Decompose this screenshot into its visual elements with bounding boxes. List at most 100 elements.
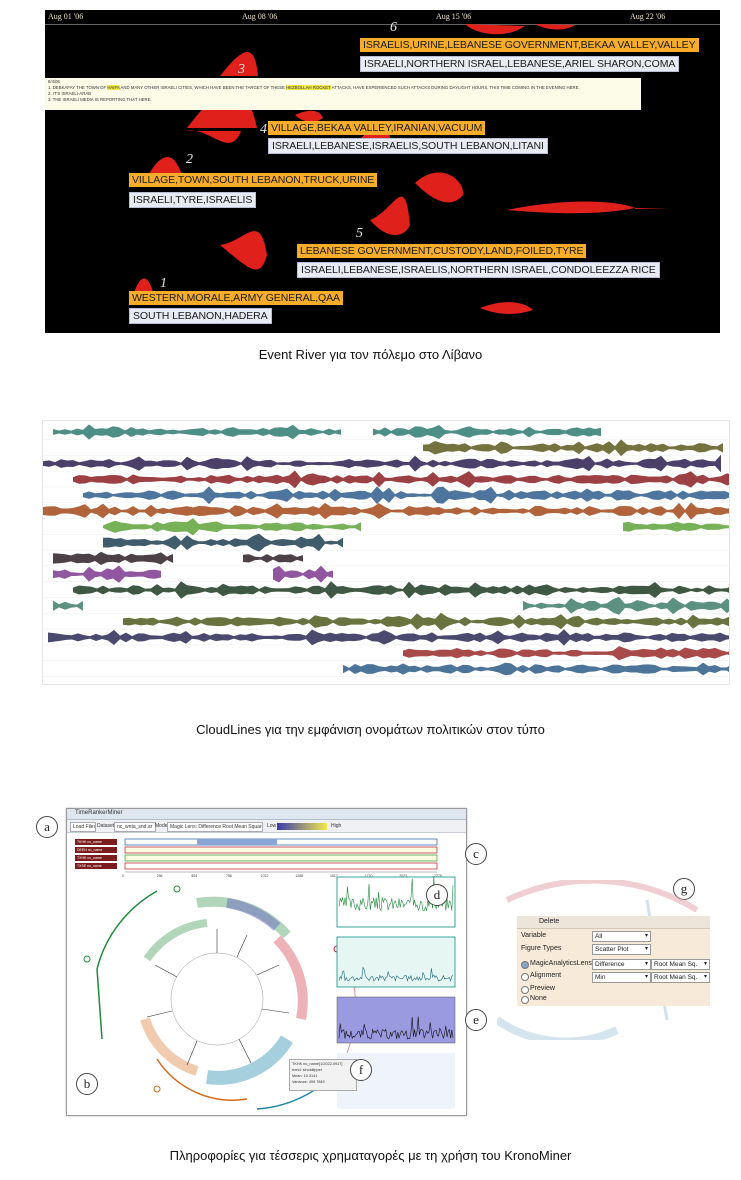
low-label: Low [267, 823, 277, 829]
event-blob [370, 196, 410, 236]
event-number: 1 [160, 276, 167, 291]
mode-label: Mode [155, 823, 168, 829]
name-stream [523, 596, 729, 615]
popup-line-2: 2. IT'S ISRAELI-ARAB [48, 91, 92, 96]
cloudlines-plot [43, 424, 729, 677]
series-label: TXHK no_name [75, 855, 117, 861]
name-stream [43, 454, 721, 473]
name-stream [73, 581, 729, 599]
axis-tick-label: 1770 [365, 874, 373, 878]
axis-tick-label: 1012 [261, 874, 269, 878]
event-blob [507, 201, 635, 214]
callout-f: f [350, 1059, 372, 1081]
popup-line-3: 3. THE ISRAELI MEDIA IS REPORTING THAT H… [48, 97, 152, 102]
color-scale [277, 823, 327, 830]
magic-lens-label: MagicAnalyticsLens [530, 960, 592, 967]
magic-lens-radio[interactable] [521, 961, 529, 969]
none-radio[interactable] [521, 996, 529, 1004]
event-label-top: ISRAELIS,URINE,LEBANESE GOVERNMENT,BEKAA… [360, 38, 699, 52]
callout-c: c [465, 843, 487, 865]
axis-tick-label: 1517 [330, 874, 338, 878]
series-label: DEEN no_name [75, 847, 117, 853]
name-stream [373, 425, 601, 439]
none-label: None [530, 995, 547, 1002]
tooltip: TKHK no_name[1/2022-0917] trend: sinoidl… [289, 1059, 357, 1091]
lens-type-dropdown[interactable]: Difference [592, 959, 651, 970]
axis-tick-label: 0 [122, 874, 124, 878]
event-blob [635, 208, 670, 209]
name-stream [53, 424, 341, 440]
caption-event-river: Event River για τον πόλεμο στο Λίβανο [258, 347, 483, 362]
event-blob [133, 278, 153, 295]
kronominer-canvas: 0 256 504 756 1012 1268 1517 1770 2023 2276 [83, 838, 456, 1110]
name-stream [53, 565, 161, 583]
overview-bars [124, 838, 438, 873]
dataset-label: Dataset [97, 823, 115, 829]
callout-a: a [36, 816, 58, 838]
event-label-top: WESTERN,MORALE,ARMY GENERAL,QAA [129, 291, 343, 305]
name-stream [623, 521, 729, 532]
popup-date: 8/4/06 [48, 79, 60, 84]
preview-radio[interactable] [521, 986, 529, 994]
event-number: 4 [260, 122, 267, 137]
event-number: 6 [390, 20, 397, 35]
tick-label: Aug 01 '06 [48, 12, 84, 21]
callout-e: e [465, 1009, 487, 1031]
alignment-type-dropdown[interactable]: Min [592, 972, 651, 983]
event-blob [480, 302, 533, 314]
name-stream [103, 533, 343, 552]
event-blob [465, 24, 525, 35]
name-stream [343, 662, 729, 676]
kronominer-window: TimeRankerMiner Load Files Dataset nc_wn… [66, 808, 467, 1116]
name-stream [48, 629, 729, 646]
alignment-metric-dropdown[interactable]: Root Mean Sq. [651, 972, 710, 983]
event-blob [295, 110, 323, 122]
preview-label: Preview [530, 985, 555, 992]
name-stream [243, 554, 303, 563]
event-river-figure: Aug 01 '06 Aug 08 '06 Aug 15 '06 Aug 22 … [45, 10, 720, 333]
context-menu: Delete Variable All Figure Types Scatter… [517, 916, 710, 1006]
event-blob [185, 130, 241, 143]
callout-g: g [673, 878, 695, 900]
tooltip-line: Mean: 10.3141 [292, 1074, 318, 1078]
name-stream [423, 439, 723, 457]
mode-select[interactable]: Magic Lens: Difference Root Mean Square [167, 822, 263, 832]
tick-label: Aug 15 '06 [436, 12, 472, 21]
name-stream [123, 612, 729, 631]
name-stream [403, 646, 729, 661]
name-stream [273, 565, 333, 583]
window-title: TimeRankerMiner [75, 810, 123, 816]
caption-kronominer: Πληροφορίες για τέσσερις χρηματαγορές με… [169, 1148, 572, 1163]
figure-types-dropdown[interactable]: Scatter Plot [592, 944, 651, 955]
name-stream [73, 470, 729, 489]
variable-dropdown[interactable]: All [592, 931, 651, 942]
lens-metric-dropdown[interactable]: Root Mean Sq. [651, 959, 710, 970]
event-label-bottom: ISRAELI,NORTHERN ISRAEL,LEBANESE,ARIEL S… [360, 56, 680, 72]
series-label: TKHK no_name [75, 839, 117, 845]
event-label-bottom: ISRAELI,TYRE,ISRAELIS [129, 192, 257, 208]
tooltip-line: trend: sinoidlipper [292, 1068, 322, 1072]
tick-label: Aug 08 '06 [242, 12, 278, 21]
tooltip-line: Variance: 499.7849 [292, 1080, 325, 1084]
load-files-button[interactable]: Load Files [70, 822, 96, 832]
radial-view [83, 885, 356, 1110]
caption-cloudlines: CloudLines για την εμφάνιση ονομάτων πολ… [196, 722, 545, 737]
alignment-radio[interactable] [521, 973, 529, 981]
event-blob [535, 24, 575, 30]
event-blob [220, 52, 258, 76]
dataset-select[interactable]: nc_wnta_snd.ar [114, 822, 156, 832]
toolbar: Load Files Dataset nc_wnta_snd.ar Mode M… [67, 820, 466, 833]
event-blob [220, 231, 267, 270]
figure-types-label: Figure Types [521, 945, 562, 952]
delete-menu-item[interactable]: Delete [539, 918, 560, 925]
detail-panels [336, 875, 456, 1109]
event-label-top: VILLAGE,TOWN,SOUTH LEBANON,TRUCK,URINE [129, 173, 378, 187]
name-stream [103, 518, 361, 536]
axis-tick-label: 756 [226, 874, 232, 878]
timeline-axis [45, 10, 720, 25]
axis-tick-label: 2276 [434, 874, 442, 878]
cloudlines-figure [42, 420, 730, 685]
event-label-bottom: ISRAELI,LEBANESE,ISRAELIS,NORTHERN ISRAE… [297, 262, 660, 278]
alignment-label: Alignment [530, 972, 562, 979]
tooltip-line: TKHK no_name[1/2022-0917] [292, 1062, 343, 1066]
